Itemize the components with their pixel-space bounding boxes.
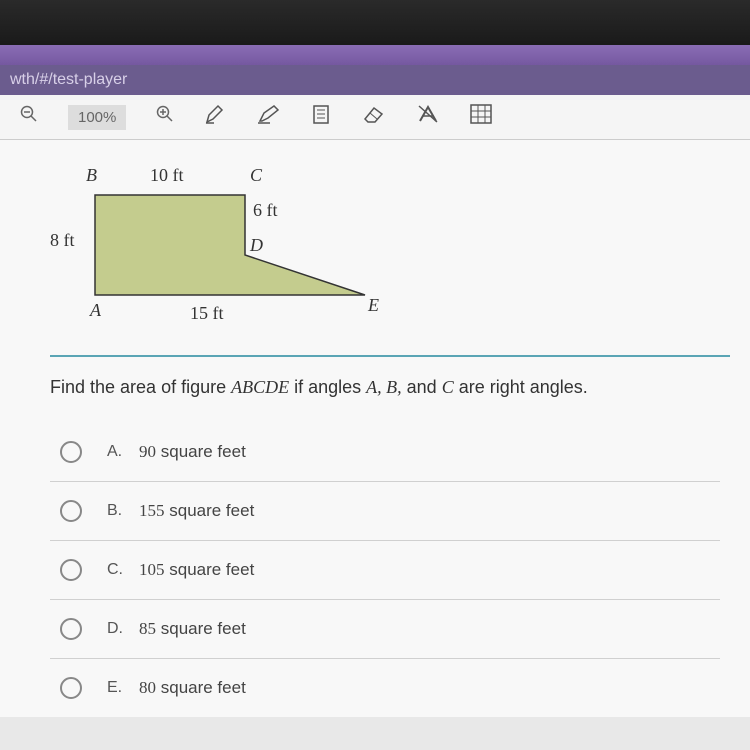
option-c[interactable]: C. 105 square feet [50,541,720,600]
radio-icon [60,677,82,699]
option-letter: E. [107,679,125,697]
toolbar: 100% [0,95,750,140]
q-prefix: Find the area of figure [50,377,231,397]
question-content: B 10 ft C 6 ft 8 ft D A 15 ft E Find the… [0,140,750,717]
pen-icon[interactable] [204,103,226,131]
option-letter: C. [107,561,125,579]
notes-icon[interactable] [312,103,332,131]
q-suffix: are right angles. [454,377,588,397]
option-text: 80 square feet [139,678,246,698]
q-angles1: A, B, [366,377,402,397]
vertex-e: E [368,295,379,316]
q-figname: ABCDE [231,377,289,397]
vertex-d: D [250,235,263,256]
option-b[interactable]: B. 155 square feet [50,482,720,541]
option-text: 85 square feet [139,619,246,639]
dim-bc: 10 ft [150,165,184,186]
vertex-c: C [250,165,262,186]
option-e[interactable]: E. 80 square feet [50,659,720,717]
zoom-out-icon[interactable] [20,105,38,129]
q-and: and [402,377,442,397]
polygon-abcde [95,195,365,295]
option-letter: D. [107,620,125,638]
option-a[interactable]: A. 90 square feet [50,423,720,482]
radio-icon [60,500,82,522]
zoom-in-icon[interactable] [156,105,174,129]
url-text: wth/#/test-player [10,71,127,88]
radio-icon [60,618,82,640]
window-chrome-top [0,0,750,45]
option-letter: B. [107,502,125,520]
q-mid: if angles [289,377,366,397]
browser-tab-strip [0,45,750,65]
option-letter: A. [107,443,125,461]
radio-icon [60,559,82,581]
q-angle-c: C [442,377,454,397]
figure-svg [75,180,395,330]
url-bar[interactable]: wth/#/test-player [0,65,750,95]
strikethrough-icon[interactable] [416,103,440,131]
option-text: 90 square feet [139,442,246,462]
dim-ab: 8 ft [50,230,75,251]
dim-ae: 15 ft [190,303,224,324]
option-text: 155 square feet [139,501,254,521]
option-text: 105 square feet [139,560,254,580]
dim-cd: 6 ft [253,200,278,221]
vertex-a: A [90,300,101,321]
geometry-figure: B 10 ft C 6 ft 8 ft D A 15 ft E [50,165,720,345]
radio-icon [60,441,82,463]
zoom-level[interactable]: 100% [68,105,126,130]
grid-icon[interactable] [470,104,492,130]
option-d[interactable]: D. 85 square feet [50,600,720,659]
eraser-icon[interactable] [362,104,386,130]
divider [50,355,730,357]
highlighter-icon[interactable] [256,103,282,131]
vertex-b: B [86,165,97,186]
question-text: Find the area of figure ABCDE if angles … [50,377,720,398]
